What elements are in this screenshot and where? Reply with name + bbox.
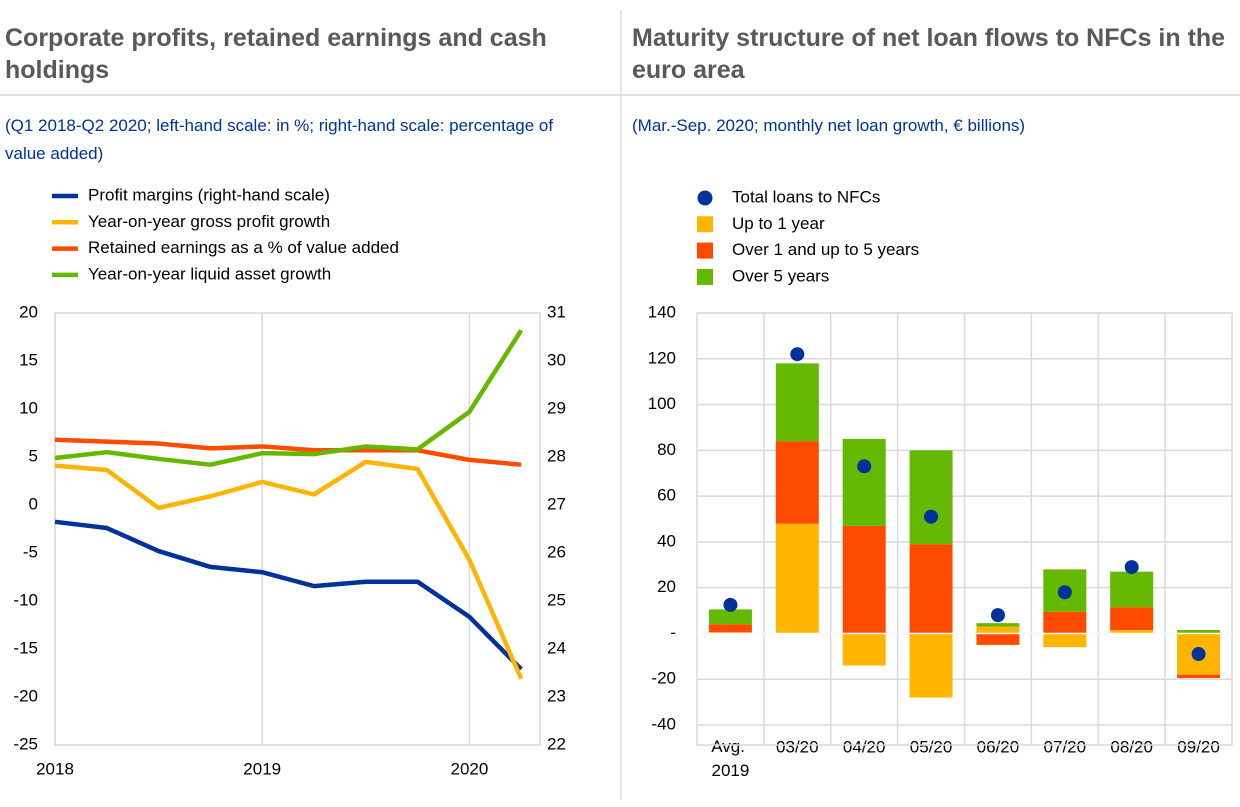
x-tick-label: 05/20	[910, 737, 953, 756]
bar-segment	[909, 544, 953, 634]
y2-tick-label: 30	[547, 350, 566, 369]
bar-segment	[1110, 630, 1154, 634]
plot-frame	[54, 312, 541, 746]
chart-subtitle: (Q1 2018-Q2 2020; left-hand scale: in %;…	[5, 116, 554, 163]
total-dot	[990, 608, 1005, 623]
bar-segment	[1043, 633, 1087, 648]
bar-segment	[775, 441, 819, 524]
legend-swatch	[697, 268, 713, 285]
y2-tick-label: 31	[547, 302, 566, 321]
bar-segment	[842, 438, 886, 526]
y-tick-label: 100	[648, 394, 676, 413]
x-tick-label: 03/20	[776, 737, 819, 756]
legend-label: Year-on-year gross profit growth	[88, 212, 330, 231]
legend-label: Retained earnings as a % of value added	[88, 238, 399, 257]
series-line	[54, 459, 524, 680]
bar-segment	[842, 525, 886, 634]
series-line	[54, 329, 524, 467]
total-dot	[790, 347, 805, 362]
total-dot	[723, 597, 738, 612]
series-line	[54, 519, 523, 671]
y2-tick-label: 24	[547, 638, 566, 657]
legend-swatch	[697, 190, 713, 206]
bar-segment	[1177, 630, 1221, 634]
legend-swatch	[697, 216, 713, 233]
bar-segment	[1177, 674, 1221, 679]
legend-label: Year-on-year liquid asset growth	[88, 264, 331, 283]
y-tick-label: 10	[19, 398, 38, 417]
bar-segment	[708, 609, 752, 625]
bar-segment	[842, 633, 886, 666]
total-dot	[924, 509, 939, 524]
y2-tick-label: 26	[547, 542, 566, 561]
total-dot	[857, 459, 872, 474]
x-tick-label: 04/20	[843, 737, 886, 756]
plot-frame	[696, 312, 1233, 746]
y-tick-label: 40	[657, 531, 676, 550]
bar-segment	[708, 624, 752, 633]
x-tick-label: 06/20	[977, 737, 1020, 756]
x-tick-label: 2019	[243, 759, 281, 778]
y-tick-label: -5	[23, 542, 38, 561]
y2-tick-label: 25	[547, 590, 566, 609]
y-tick-label: 140	[648, 302, 676, 321]
y-tick-label: -20	[13, 686, 38, 705]
total-dot	[1191, 647, 1206, 662]
x-tick-label: 09/20	[1177, 737, 1220, 756]
y-tick-label: 5	[29, 446, 38, 465]
y-tick-label: 80	[657, 440, 676, 459]
bar-segment	[976, 626, 1020, 634]
x-tick-label: Avg. 2019	[711, 737, 749, 780]
bar-segment	[909, 633, 953, 698]
chart-title: Corporate profits, retained earnings and…	[5, 24, 547, 84]
y-tick-label: -20	[651, 669, 676, 688]
legend-label: Total loans to NFCs	[732, 187, 880, 206]
total-dot	[1057, 585, 1072, 600]
bar-segment	[1110, 571, 1154, 608]
y-tick-label: 120	[648, 348, 676, 367]
y2-tick-label: 27	[547, 494, 566, 513]
legend-label: Up to 1 year	[732, 214, 825, 233]
bar-segment	[1110, 607, 1154, 631]
y2-tick-label: 28	[547, 446, 566, 465]
legend-label: Profit margins (right-hand scale)	[88, 185, 330, 204]
y-tick-label: -15	[13, 638, 38, 657]
bar-segment	[775, 523, 819, 634]
total-dot	[1124, 560, 1139, 575]
x-tick-label: 07/20	[1044, 737, 1087, 756]
y2-tick-label: 22	[547, 734, 566, 753]
bar-segment	[976, 623, 1020, 627]
legend-swatch	[697, 242, 713, 259]
y-tick-label: 0	[29, 494, 38, 513]
chart-subtitle: (Mar.-Sep. 2020; monthly net loan growth…	[632, 116, 1026, 135]
y2-tick-label: 23	[547, 686, 566, 705]
x-tick-label: 08/20	[1110, 737, 1153, 756]
series-line	[54, 437, 522, 467]
y-tick-label: 15	[19, 350, 38, 369]
bar-segment	[976, 633, 1020, 645]
bar-segment	[1043, 611, 1087, 634]
y-tick-label: -40	[651, 714, 676, 733]
bar-segment	[775, 363, 819, 442]
y-tick-label: 20	[657, 577, 676, 596]
y-tick-label: -	[670, 623, 676, 642]
legend-label: Over 5 years	[732, 266, 829, 285]
y-tick-label: -25	[13, 734, 38, 753]
y2-tick-label: 29	[547, 398, 566, 417]
x-tick-label: 2020	[450, 759, 488, 778]
bar-segment	[909, 450, 953, 545]
y-tick-label: -10	[13, 590, 38, 609]
y-tick-label: 60	[657, 486, 676, 505]
chart-title: Maturity structure of net loan flows to …	[632, 24, 1226, 84]
y-tick-label: 20	[19, 302, 38, 321]
legend-label: Over 1 and up to 5 years	[732, 240, 919, 259]
x-tick-label: 2018	[36, 759, 74, 778]
